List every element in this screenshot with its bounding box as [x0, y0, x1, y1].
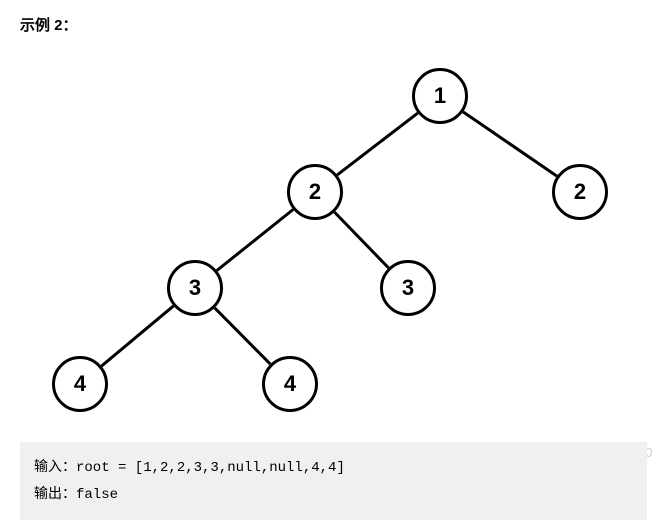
input-label: 输入： [34, 458, 76, 474]
output-line: 输出：false [34, 481, 633, 508]
tree-node: 2 [287, 164, 343, 220]
input-value: root = [1,2,2,3,3,null,null,4,4] [76, 460, 345, 476]
tree-edge [334, 212, 388, 268]
tree-node: 2 [552, 164, 608, 220]
tree-edge [463, 112, 557, 176]
tree-node: 3 [167, 260, 223, 316]
output-label: 输出： [34, 485, 76, 501]
tree-node: 1 [412, 68, 468, 124]
tree-edge [337, 113, 418, 175]
io-box: 输入：root = [1,2,2,3,3,null,null,4,4] 输出：f… [20, 442, 647, 520]
tree-edge [101, 306, 173, 366]
tree-diagram: 1223344 [0, 0, 667, 450]
input-line: 输入：root = [1,2,2,3,3,null,null,4,4] [34, 454, 633, 481]
tree-node: 4 [262, 356, 318, 412]
tree-node: 4 [52, 356, 108, 412]
tree-edge [217, 209, 293, 270]
tree-edge [215, 308, 271, 364]
output-value: false [76, 487, 118, 503]
tree-node: 3 [380, 260, 436, 316]
